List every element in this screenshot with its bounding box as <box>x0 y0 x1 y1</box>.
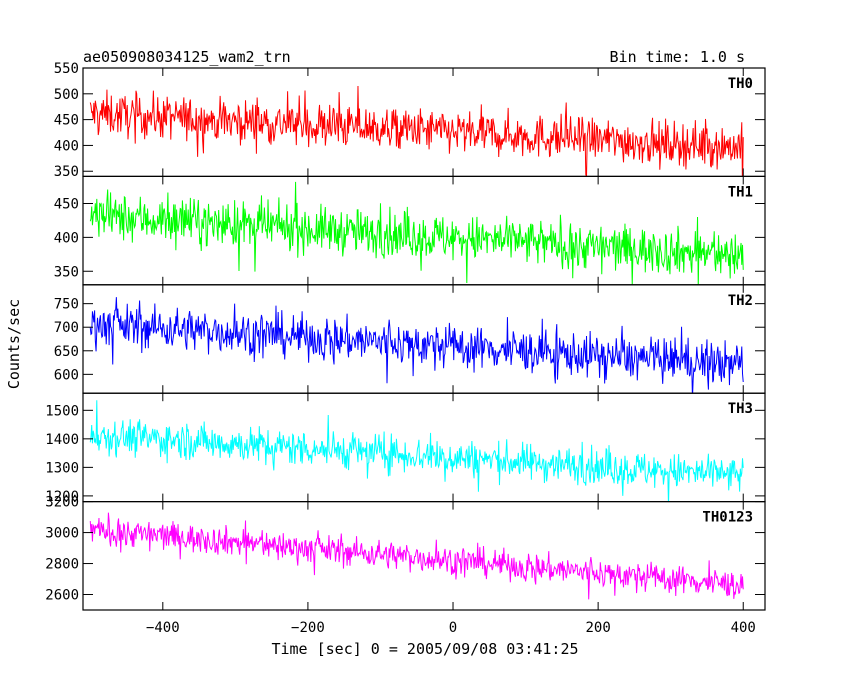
series-line-th0 <box>89 85 744 177</box>
x-tick-label: 200 <box>585 620 610 636</box>
x-axis: −400 −200 0 200 400 <box>146 620 756 636</box>
y-tick-label: 700 <box>54 320 79 336</box>
x-tick-label: 400 <box>731 620 756 636</box>
y-tick-label: 350 <box>54 164 79 180</box>
plot-title: ae050908034125_wam2_trn <box>83 48 291 66</box>
series-label-th3: TH3 <box>728 401 753 417</box>
panel-th0123: 2600 2800 3000 3200 TH0123 <box>45 495 766 611</box>
series-line-th3 <box>89 400 744 502</box>
y-tick-label: 400 <box>54 230 79 246</box>
panel-th1: 350 400 450 TH1 <box>54 175 766 286</box>
y-tick-label: 1300 <box>45 460 79 476</box>
series-label-th1: TH1 <box>728 184 753 200</box>
y-tick-label: 2600 <box>45 588 79 604</box>
y-tick-label: 750 <box>54 297 79 313</box>
y-tick-label: 3200 <box>45 495 79 511</box>
series-line-th2 <box>89 297 744 394</box>
y-tick-label: 600 <box>54 367 79 383</box>
y-tick-label: 450 <box>54 113 79 129</box>
series-label-th2: TH2 <box>728 293 753 309</box>
y-tick-label: 1200 <box>45 489 79 505</box>
x-tick-label: 0 <box>449 620 457 636</box>
x-tick-label: −200 <box>291 620 325 636</box>
y-axis-title: Counts/sec <box>5 299 23 389</box>
y-tick-label: 3000 <box>45 526 79 542</box>
x-tick-label: −400 <box>146 620 180 636</box>
x-axis-title: Time [sec] 0 = 2005/09/08 03:41:25 <box>271 640 578 658</box>
panel-th3: 1200 1300 1400 1500 TH3 <box>45 392 766 505</box>
y-tick-label: 1400 <box>45 432 79 448</box>
y-tick-label: 450 <box>54 197 79 213</box>
series-label-th0: TH0 <box>728 76 753 92</box>
y-tick-label: 2800 <box>45 557 79 573</box>
y-tick-label: 1500 <box>45 403 79 419</box>
y-tick-label: 350 <box>54 264 79 280</box>
y-tick-label: 500 <box>54 87 79 103</box>
series-label-th0123: TH0123 <box>702 510 753 526</box>
y-tick-label: 650 <box>54 344 79 360</box>
panel-th2: 600 650 700 750 TH2 <box>54 284 766 394</box>
panels-group: 350 400 450 500 550 TH0 350 400 450 TH1 600 650 700 7… <box>45 61 766 611</box>
y-tick-label: 550 <box>54 61 79 77</box>
series-line-th0123 <box>89 512 744 600</box>
series-line-th1 <box>89 181 744 285</box>
y-tick-label: 400 <box>54 138 79 154</box>
bin-time-label: Bin time: 1.0 s <box>610 48 745 66</box>
panel-frame <box>82 501 766 611</box>
panel-frame <box>82 392 766 503</box>
panel-th0: 350 400 450 500 550 TH0 <box>54 61 766 180</box>
